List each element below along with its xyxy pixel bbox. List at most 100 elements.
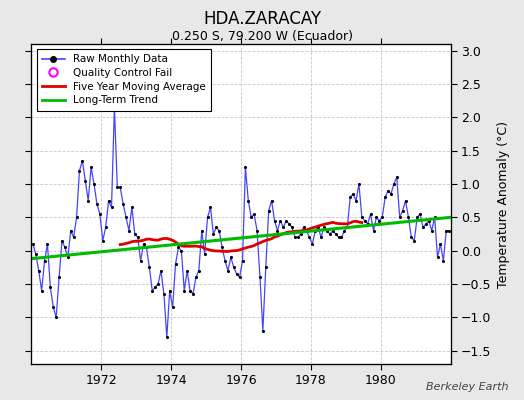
Point — [29, 241, 37, 247]
Point — [46, 284, 54, 290]
Point — [334, 234, 343, 240]
Point — [209, 231, 217, 237]
Point — [110, 104, 118, 110]
Point — [221, 258, 229, 264]
Point — [259, 328, 267, 334]
Point — [186, 288, 194, 294]
Point — [256, 274, 264, 280]
Text: HDA.ZARACAY: HDA.ZARACAY — [203, 10, 321, 28]
Point — [247, 214, 255, 220]
Point — [358, 214, 366, 220]
Point — [355, 181, 363, 187]
Point — [201, 251, 209, 257]
Point — [52, 314, 60, 320]
Point — [218, 244, 226, 250]
Point — [407, 234, 416, 240]
Point — [378, 214, 386, 220]
Point — [381, 194, 389, 200]
Point — [157, 268, 165, 274]
Text: 0.250 S, 79.200 W (Ecuador): 0.250 S, 79.200 W (Ecuador) — [171, 30, 353, 43]
Point — [43, 241, 52, 247]
Point — [390, 181, 398, 187]
Point — [224, 268, 232, 274]
Point — [93, 201, 101, 207]
Point — [398, 208, 407, 214]
Point — [291, 234, 299, 240]
Point — [174, 244, 183, 250]
Point — [314, 224, 322, 230]
Point — [162, 334, 171, 340]
Point — [410, 238, 419, 244]
Point — [198, 228, 206, 234]
Point — [154, 281, 162, 287]
Point — [250, 211, 258, 217]
Point — [238, 258, 247, 264]
Point — [366, 211, 375, 217]
Point — [192, 274, 200, 280]
Point — [49, 304, 58, 310]
Point — [203, 214, 212, 220]
Point — [55, 274, 63, 280]
Point — [212, 224, 221, 230]
Point — [189, 291, 197, 297]
Point — [445, 228, 453, 234]
Point — [392, 174, 401, 180]
Point — [40, 258, 49, 264]
Point — [276, 218, 285, 224]
Point — [404, 214, 412, 220]
Point — [206, 204, 215, 210]
Point — [63, 254, 72, 260]
Point — [282, 218, 290, 224]
Point — [31, 251, 40, 257]
Point — [96, 211, 104, 217]
Point — [375, 218, 384, 224]
Point — [81, 178, 90, 184]
Point — [90, 181, 98, 187]
Point — [433, 254, 442, 260]
Point — [142, 244, 150, 250]
Point — [299, 224, 308, 230]
Point — [130, 231, 139, 237]
Point — [422, 221, 430, 227]
Point — [308, 241, 316, 247]
Point — [75, 168, 84, 174]
Point — [340, 228, 348, 234]
Point — [320, 224, 328, 230]
Point — [72, 214, 81, 220]
Point — [387, 191, 395, 197]
Legend: Raw Monthly Data, Quality Control Fail, Five Year Moving Average, Long-Term Tren: Raw Monthly Data, Quality Control Fail, … — [37, 49, 211, 110]
Point — [279, 224, 288, 230]
Point — [442, 228, 451, 234]
Point — [323, 228, 331, 234]
Point — [343, 224, 352, 230]
Point — [293, 234, 302, 240]
Point — [430, 214, 439, 220]
Point — [102, 224, 110, 230]
Point — [285, 221, 293, 227]
Point — [273, 228, 281, 234]
Point — [113, 184, 122, 190]
Point — [337, 234, 346, 240]
Point — [160, 291, 168, 297]
Point — [70, 234, 78, 240]
Point — [122, 214, 130, 220]
Point — [349, 191, 357, 197]
Point — [372, 214, 380, 220]
Point — [194, 268, 203, 274]
Point — [361, 218, 369, 224]
Point — [107, 204, 116, 210]
Point — [265, 208, 273, 214]
Point — [424, 218, 433, 224]
Point — [244, 198, 253, 204]
Point — [61, 244, 69, 250]
Point — [227, 254, 235, 260]
Point — [346, 194, 354, 200]
Text: Berkeley Earth: Berkeley Earth — [426, 382, 508, 392]
Point — [183, 268, 191, 274]
Point — [384, 188, 392, 194]
Point — [168, 304, 177, 310]
Point — [270, 218, 279, 224]
Point — [78, 158, 86, 164]
Point — [261, 264, 270, 270]
Point — [215, 228, 223, 234]
